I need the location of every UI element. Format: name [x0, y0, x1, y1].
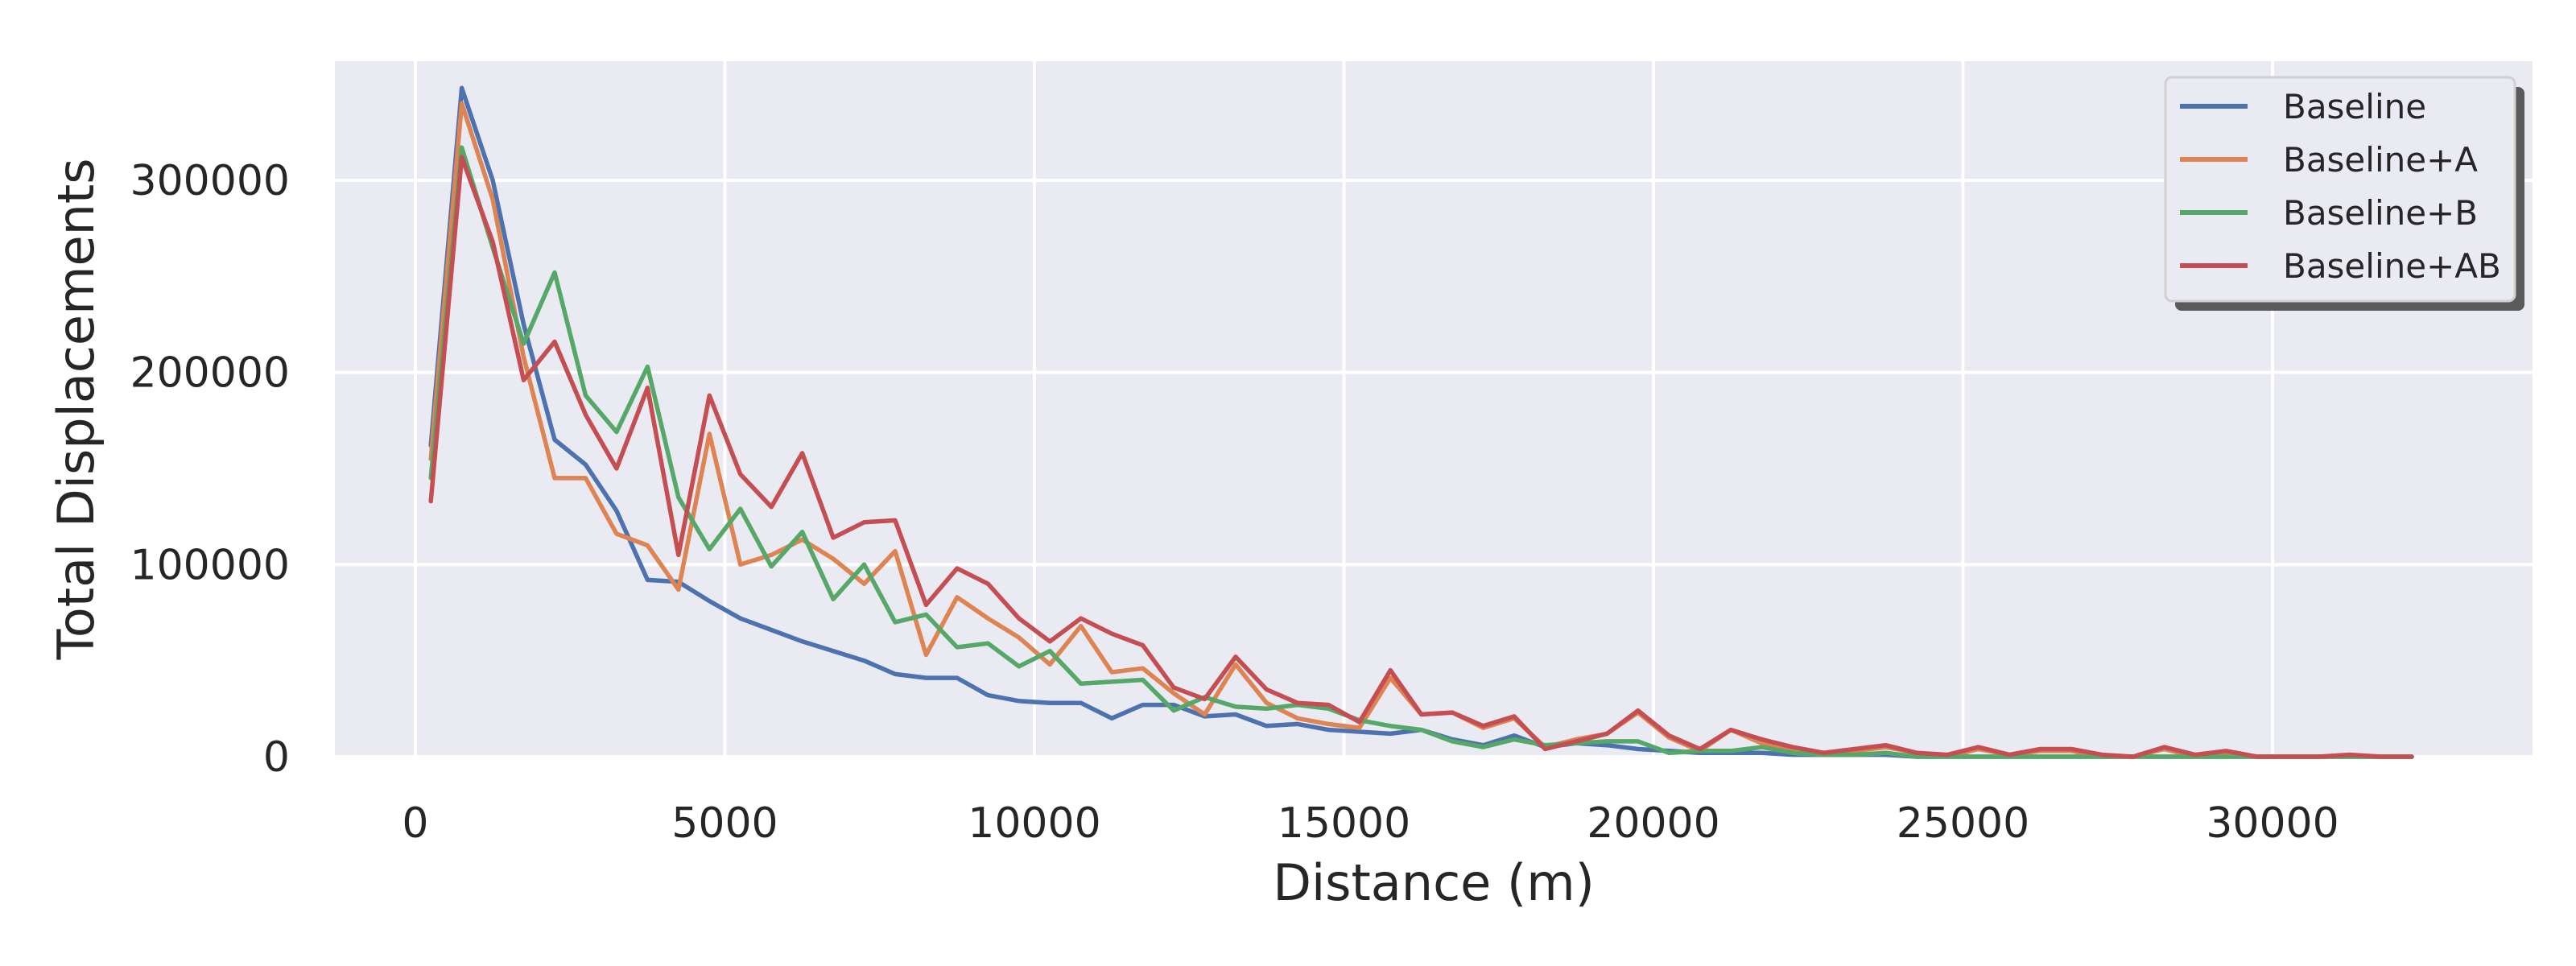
- legend-label: Baseline: [2283, 87, 2426, 126]
- legend-item: Baseline+B: [2180, 193, 2478, 233]
- series-line-baseline-b: [428, 145, 2414, 759]
- y-tick-label: 100000: [130, 541, 290, 589]
- x-tick-label: 30000: [2206, 799, 2339, 848]
- legend: Baseline Baseline+A Baseline+B Baseline+AB: [2164, 76, 2524, 311]
- y-axis-ticks: 0 100000 200000 300000: [130, 157, 290, 782]
- x-tick-label: 5000: [671, 799, 778, 848]
- legend-items: Baseline Baseline+A Baseline+B Baseline+AB: [2180, 87, 2501, 286]
- y-tick-label: 200000: [130, 349, 290, 398]
- legend-label: Baseline+AB: [2283, 246, 2501, 286]
- x-axis-title: Distance (m): [1273, 853, 1595, 912]
- legend-frame: [2164, 76, 2516, 303]
- y-tick-label: 300000: [130, 157, 290, 205]
- x-tick-label: 15000: [1278, 799, 1410, 848]
- x-tick-label: 0: [402, 799, 428, 848]
- y-tick-label: 0: [263, 733, 290, 782]
- legend-label: Baseline+A: [2283, 140, 2478, 180]
- legend-item: Baseline: [2180, 87, 2426, 126]
- x-tick-label: 10000: [968, 799, 1100, 848]
- legend-label: Baseline+B: [2283, 193, 2478, 233]
- y-axis-title: Total Displacements: [47, 158, 105, 660]
- legend-item: Baseline+A: [2180, 140, 2478, 180]
- legend-item: Baseline+AB: [2180, 246, 2501, 286]
- x-tick-label: 25000: [1897, 799, 2029, 848]
- x-axis-ticks: 0 5000 10000 15000 20000 25000 30000: [402, 799, 2339, 848]
- x-tick-label: 20000: [1587, 799, 1719, 848]
- series-line-baseline-ab: [428, 155, 2414, 759]
- series-lines: [428, 85, 2414, 759]
